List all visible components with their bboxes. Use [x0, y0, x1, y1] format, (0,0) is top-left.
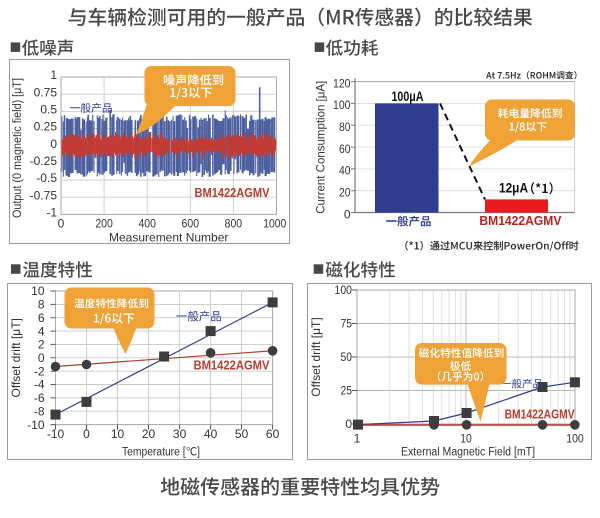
svg-text:10: 10: [460, 432, 472, 446]
svg-text:Temperature [℃]: Temperature [℃]: [122, 447, 200, 459]
svg-text:8: 8: [38, 298, 45, 312]
svg-text:60: 60: [339, 142, 351, 156]
svg-text:40: 40: [204, 427, 218, 441]
svg-text:-10: -10: [47, 427, 65, 441]
svg-text:10: 10: [111, 427, 125, 441]
svg-text:100: 100: [566, 432, 584, 446]
svg-text:0: 0: [344, 207, 351, 221]
svg-text:80: 80: [339, 120, 351, 134]
svg-text:100μA: 100μA: [392, 88, 424, 104]
svg-text:-8: -8: [34, 404, 45, 418]
svg-text:100: 100: [335, 283, 353, 297]
svg-text:-10: -10: [27, 418, 45, 432]
svg-text:0.25: 0.25: [34, 120, 58, 134]
svg-text:0: 0: [345, 417, 352, 431]
svg-text:20: 20: [339, 186, 351, 200]
svg-text:75: 75: [341, 317, 353, 331]
svg-text:BM1422AGMV: BM1422AGMV: [194, 358, 271, 372]
svg-text:50: 50: [341, 350, 353, 364]
svg-text:0.75: 0.75: [34, 85, 58, 99]
svg-text:40: 40: [339, 164, 351, 178]
svg-text:External Magnetic Field [mT]: External Magnetic Field [mT]: [401, 447, 535, 459]
svg-text:Current Consumption [μA]: Current Consumption [μA]: [314, 81, 328, 214]
svg-text:1: 1: [50, 68, 57, 82]
svg-text:-6: -6: [34, 391, 45, 405]
svg-text:Offset drift [μT]: Offset drift [μT]: [309, 317, 323, 396]
svg-text:30: 30: [173, 427, 187, 441]
svg-text:400: 400: [138, 217, 156, 231]
svg-text:1: 1: [354, 432, 361, 446]
svg-text:1000: 1000: [263, 217, 286, 231]
svg-text:-0.25: -0.25: [30, 154, 58, 168]
svg-text:Output (0 magnetic field) [μT]: Output (0 magnetic field) [μT]: [12, 78, 24, 218]
svg-text:800: 800: [225, 217, 243, 231]
svg-text:-1: -1: [46, 206, 57, 220]
svg-text:BM1422AGMV: BM1422AGMV: [195, 186, 271, 200]
svg-text:-2: -2: [34, 364, 45, 378]
svg-text:-4: -4: [34, 378, 45, 392]
svg-text:25: 25: [341, 384, 353, 398]
svg-text:60: 60: [266, 427, 280, 441]
svg-text:BM1422AGMV: BM1422AGMV: [479, 213, 561, 228]
svg-text:0.5: 0.5: [40, 103, 57, 117]
svg-text:0: 0: [38, 351, 45, 365]
svg-text:12μA: 12μA: [499, 179, 528, 195]
svg-text:4: 4: [38, 324, 45, 338]
svg-text:600: 600: [182, 217, 200, 231]
svg-text:20: 20: [142, 427, 156, 441]
svg-text:0: 0: [83, 427, 90, 441]
svg-text:Measurement Number: Measurement Number: [109, 231, 228, 245]
svg-text:50: 50: [235, 427, 249, 441]
svg-text:BM1422AGMV: BM1422AGMV: [505, 406, 575, 421]
svg-text:2: 2: [38, 338, 45, 352]
svg-text:200: 200: [95, 217, 113, 231]
svg-text:-0.5: -0.5: [36, 171, 57, 185]
svg-text:0: 0: [58, 217, 65, 231]
svg-text:-0.75: -0.75: [30, 188, 58, 202]
svg-text:0: 0: [50, 137, 57, 151]
svg-text:120: 120: [333, 76, 351, 90]
svg-text:6: 6: [38, 311, 45, 325]
svg-text:100: 100: [333, 98, 351, 112]
svg-text:10: 10: [31, 284, 45, 298]
svg-text:Offset drift [μT]: Offset drift [μT]: [9, 318, 23, 397]
